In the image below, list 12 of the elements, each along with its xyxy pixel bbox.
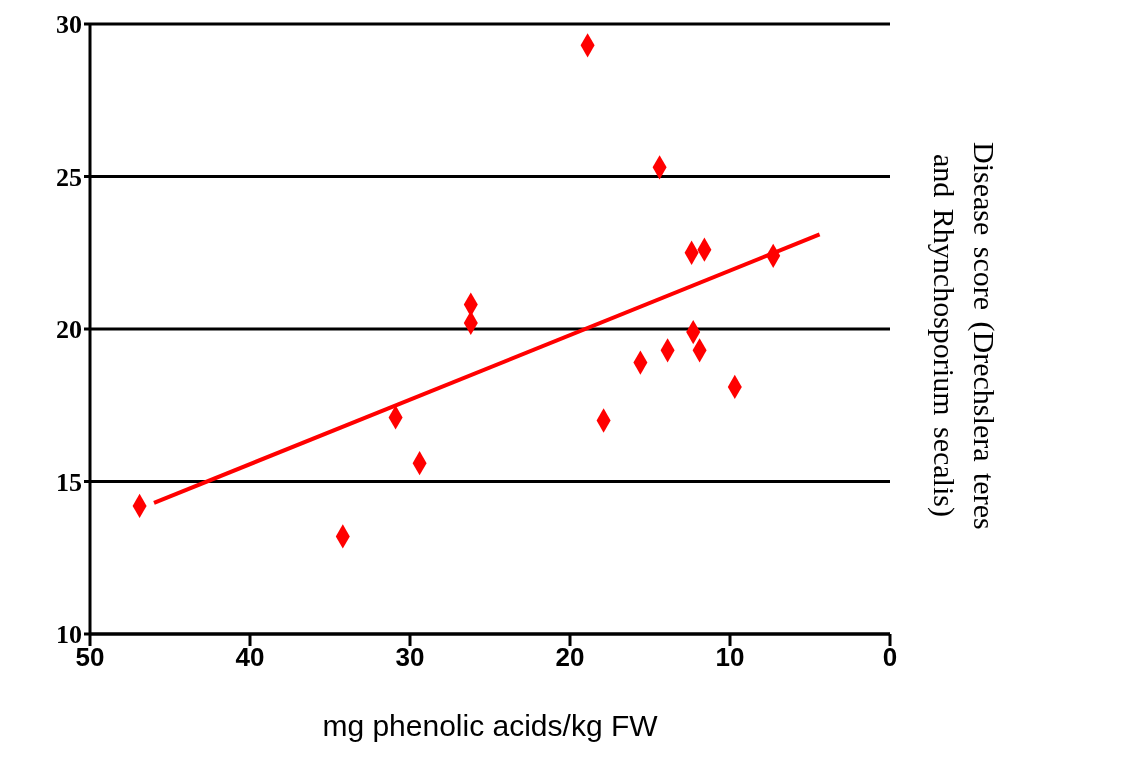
x-tick-label: 10 xyxy=(715,642,745,673)
y-tick-label: 25 xyxy=(56,162,82,192)
y-tick-label: 15 xyxy=(56,467,82,497)
x-tick-label: 50 xyxy=(75,642,105,673)
x-tick-label: 20 xyxy=(555,642,585,673)
x-tick-label: 40 xyxy=(235,642,265,673)
y-tick-label: 30 xyxy=(56,10,82,40)
y-tick-label: 20 xyxy=(56,315,82,345)
x-tick-label: 0 xyxy=(882,642,898,673)
x-tick-label: 30 xyxy=(395,642,425,673)
x-axis-title: mg phenolic acids/kg FW xyxy=(322,709,659,742)
y-axis-title: Disease score (Drechslera teres and Rhynchosporium secalis) xyxy=(926,140,1002,532)
